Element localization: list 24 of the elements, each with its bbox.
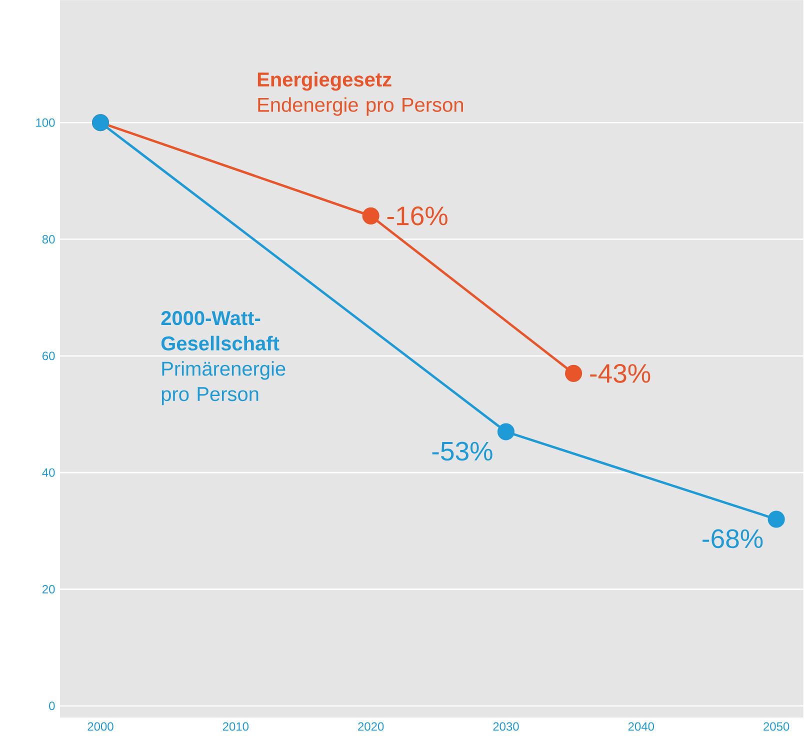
x-tick-label: 2030 [493, 722, 519, 731]
annotation: -16% [387, 206, 448, 226]
x-tick-label: 2020 [358, 722, 384, 731]
point [497, 423, 515, 440]
y-tick-label: 60 [42, 352, 55, 360]
text: 2000-Watt-Gesellschaft [161, 311, 280, 351]
annotation: Primärenergie pro Person [162, 361, 286, 406]
y-tick-label: 80 [42, 235, 55, 244]
x-tick-label: 2000 [88, 722, 114, 731]
x-tick-label: 2040 [628, 722, 654, 731]
x-tick-label: 2050 [764, 722, 790, 731]
point [565, 365, 582, 382]
annotation: -53% [432, 442, 492, 461]
y-tick-label: 20 [42, 585, 55, 594]
x-tick-label: 2010 [222, 722, 249, 731]
y-tick-label: 40 [42, 468, 55, 478]
y-tick-label: 0 [49, 702, 55, 710]
annotation: -43% [590, 364, 650, 384]
point [768, 510, 785, 528]
y-tick-label: 100 [36, 118, 55, 128]
annotation: Endenergie pro Person [258, 97, 463, 116]
annotation: -68% [702, 530, 763, 548]
text: Energiegesetz [258, 72, 392, 91]
point [362, 208, 380, 225]
